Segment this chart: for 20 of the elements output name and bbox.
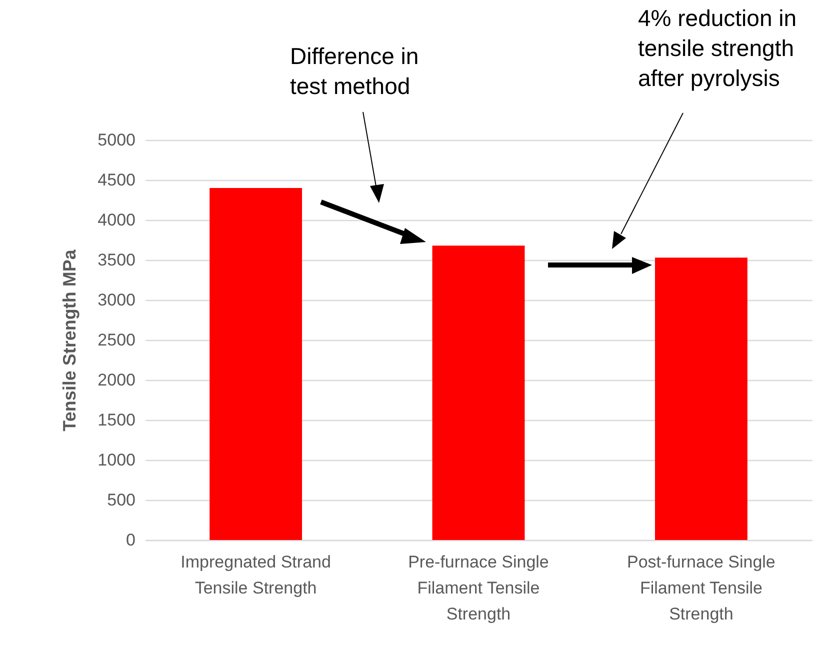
y-tick-label: 0 — [126, 530, 136, 550]
bar — [210, 188, 302, 540]
y-tick-label: 1000 — [98, 450, 136, 470]
y-tick-label: 4500 — [98, 170, 136, 190]
y-tick-label: 2500 — [98, 330, 136, 350]
x-tick-label: Pre-furnace Single Filament Tensile Strength — [408, 552, 549, 624]
y-tick-label: 500 — [107, 490, 136, 510]
y-tick-label: 2000 — [98, 370, 136, 390]
y-tick-label: 3500 — [98, 250, 136, 270]
x-tick-label: Post-furnace Single Filament Tensile Strength — [627, 552, 776, 624]
bar — [432, 246, 525, 540]
y-axis-title: Tensile Strength MPa — [60, 248, 80, 432]
y-tick-label: 1500 — [98, 410, 136, 430]
text: Difference in test method — [290, 42, 420, 101]
y-tick-label: 4000 — [98, 210, 136, 230]
bar — [654, 258, 748, 540]
x-tick-label: Impregnated Strand Tensile Strength — [180, 552, 331, 598]
y-tick-label: 5000 — [98, 130, 136, 150]
y-tick-label: 3000 — [98, 290, 136, 310]
text: 4% reduction in tensile strength after pyrolysis — [638, 4, 798, 93]
